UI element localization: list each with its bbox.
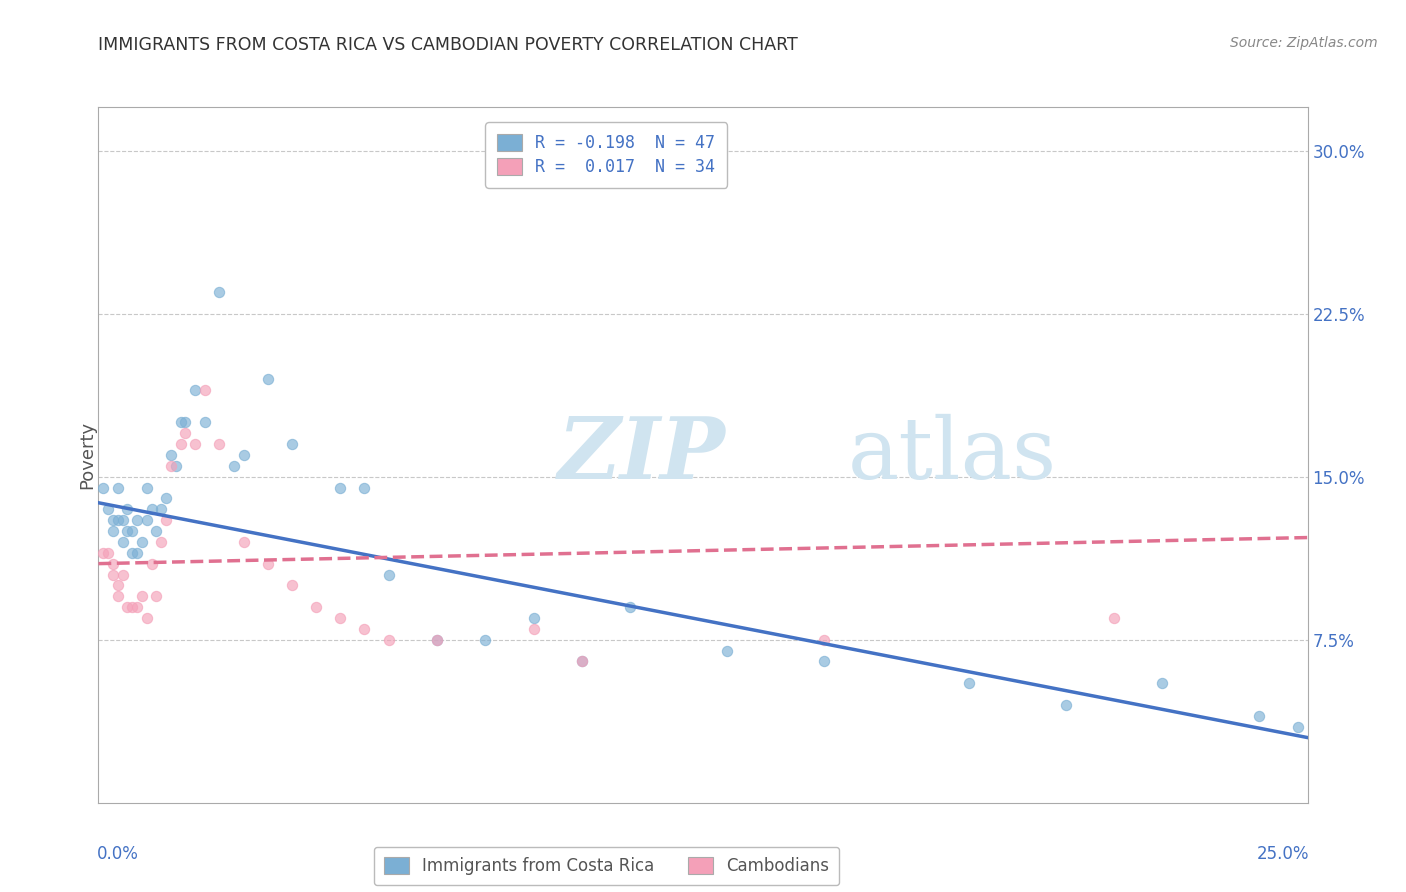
Point [97,546,120,560]
Point [813,655,835,669]
Point [353,481,375,495]
Point [474,632,496,647]
Text: Source: ZipAtlas.com: Source: ZipAtlas.com [1230,36,1378,50]
Point [165,458,187,473]
Point [281,437,304,451]
Point [111,567,134,582]
Point [281,578,304,592]
Point [329,481,352,495]
Point [426,632,449,647]
Point [127,600,149,615]
Point [329,611,352,625]
Point [1286,720,1309,734]
Point [619,600,641,615]
Point [127,546,149,560]
Point [208,437,231,451]
Point [145,589,167,603]
Y-axis label: Poverty: Poverty [79,421,96,489]
Point [107,481,129,495]
Text: atlas: atlas [848,413,1057,497]
Point [957,676,980,690]
Point [1152,676,1174,690]
Point [111,535,134,549]
Point [155,513,177,527]
Point [141,502,163,516]
Point [121,524,143,538]
Point [117,600,139,615]
Point [107,589,129,603]
Point [426,632,449,647]
Point [232,448,254,462]
Point [169,437,191,451]
Point [256,372,278,386]
Point [150,535,173,549]
Point [117,524,139,538]
Point [131,535,153,549]
Point [716,643,738,657]
Point [353,622,375,636]
Point [91,481,114,495]
Point [208,285,231,299]
Point [97,502,120,516]
Point [107,513,129,527]
Text: ZIP: ZIP [558,413,725,497]
Point [131,589,153,603]
Point [135,611,157,625]
Point [160,448,183,462]
Text: IMMIGRANTS FROM COSTA RICA VS CAMBODIAN POVERTY CORRELATION CHART: IMMIGRANTS FROM COSTA RICA VS CAMBODIAN … [98,36,799,54]
Point [1054,698,1077,712]
Point [107,578,129,592]
Point [169,415,191,429]
Point [174,415,197,429]
Point [121,600,143,615]
Point [813,632,835,647]
Point [194,415,217,429]
Point [174,426,197,441]
Point [377,567,399,582]
Point [160,458,183,473]
Point [194,383,217,397]
Point [101,513,124,527]
Point [117,502,139,516]
Point [305,600,328,615]
Point [571,655,593,669]
Point [232,535,254,549]
Point [101,567,124,582]
Point [145,524,167,538]
Point [155,491,177,506]
Point [1102,611,1125,625]
Point [523,622,546,636]
Point [101,524,124,538]
Point [91,546,114,560]
Point [111,513,134,527]
Point [127,513,149,527]
Point [135,513,157,527]
Point [523,611,546,625]
Text: 25.0%: 25.0% [1257,845,1309,863]
Point [135,481,157,495]
Point [222,458,245,473]
Point [1249,708,1271,723]
Point [377,632,399,647]
Point [121,546,143,560]
Point [184,383,207,397]
Point [256,557,278,571]
Point [101,557,124,571]
Legend: Immigrants from Costa Rica, Cambodians: Immigrants from Costa Rica, Cambodians [374,847,839,885]
Point [150,502,173,516]
Text: 0.0%: 0.0% [97,845,139,863]
Point [571,655,593,669]
Point [141,557,163,571]
Point [184,437,207,451]
